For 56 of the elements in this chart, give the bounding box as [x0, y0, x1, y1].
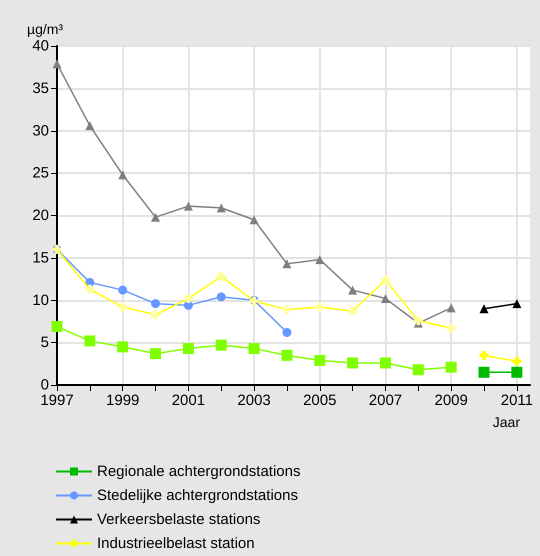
point	[314, 354, 326, 366]
point	[380, 357, 391, 368]
x-tick-label: 2011	[500, 392, 533, 409]
point	[446, 362, 457, 373]
y-tick-label: 20	[32, 207, 49, 224]
point	[480, 350, 489, 360]
legend-label: Verkeersbelaste stations	[97, 511, 260, 528]
y-tick-label: 25	[32, 164, 49, 182]
point	[282, 259, 292, 268]
y-tick-label: 40	[32, 38, 49, 54]
y-tick-label: 30	[32, 122, 49, 140]
point	[118, 170, 128, 180]
legend-label: Regionale achtergrondstations	[97, 463, 300, 480]
y-tick-label: 15	[32, 249, 49, 266]
point	[216, 203, 226, 212]
point	[52, 321, 62, 332]
point	[412, 364, 424, 376]
point	[250, 215, 259, 224]
point	[478, 366, 490, 378]
point	[84, 335, 96, 346]
point	[182, 343, 194, 354]
point	[85, 121, 94, 130]
point	[315, 255, 324, 264]
point	[117, 341, 128, 352]
x-tick-label: 1997	[40, 392, 74, 409]
point	[151, 212, 160, 222]
x-tick-label: 2001	[172, 392, 206, 409]
point	[151, 299, 160, 308]
point	[150, 348, 162, 360]
y-tick-label: 10	[32, 292, 49, 309]
legend-label: Industrieelbelast station	[97, 535, 255, 552]
point	[216, 340, 227, 351]
legend-label: Stedelijke achtergrondstations	[97, 487, 298, 504]
point	[184, 202, 193, 211]
point	[512, 356, 522, 366]
x-axis-title: Jaar	[492, 414, 520, 430]
point	[282, 328, 292, 337]
point	[118, 286, 128, 295]
y-tick-label: 0	[40, 376, 49, 394]
point	[52, 59, 62, 68]
x-tick-label: 1999	[106, 392, 140, 409]
point	[446, 303, 456, 312]
x-tick-label: 2003	[237, 392, 271, 409]
x-tick-label: 2007	[368, 392, 402, 409]
point	[248, 343, 260, 354]
y-tick-label: 35	[32, 80, 49, 97]
x-tick-label: 2005	[303, 392, 336, 409]
y-axis-title: µg/m³	[27, 21, 64, 37]
x-tick-label: 2009	[434, 392, 468, 409]
point	[281, 350, 292, 361]
point	[348, 286, 358, 295]
point	[380, 294, 390, 304]
point	[216, 292, 226, 302]
point	[347, 357, 358, 368]
point	[511, 366, 522, 378]
y-tick-label: 5	[40, 334, 49, 352]
